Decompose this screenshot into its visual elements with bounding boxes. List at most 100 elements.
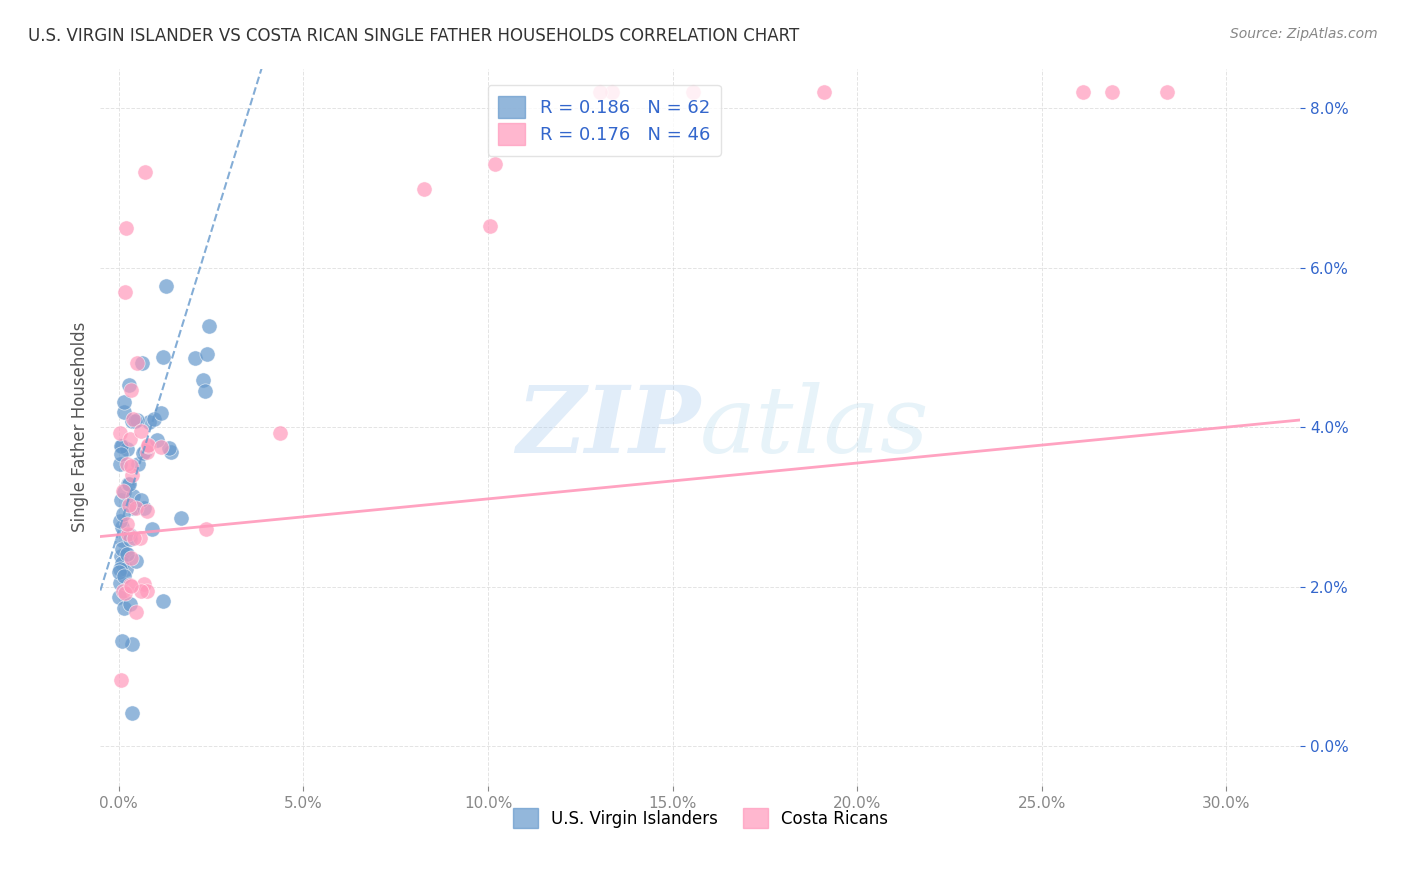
Point [195, 523, 218, 537]
Point [110, 447, 132, 461]
Point [115, 442, 138, 457]
Point [117, 517, 139, 532]
Point [108, 457, 131, 471]
Point [1101, 86, 1123, 100]
Point [121, 468, 143, 483]
Point [682, 86, 704, 100]
Point [124, 605, 146, 619]
Point [813, 86, 835, 100]
Text: ZIP: ZIP [516, 382, 700, 472]
Point [121, 501, 143, 516]
Text: U.S. VIRGIN ISLANDER VS COSTA RICAN SINGLE FATHER HOUSEHOLDS CORRELATION CHART: U.S. VIRGIN ISLANDER VS COSTA RICAN SING… [28, 27, 800, 45]
Point [110, 549, 132, 564]
Point [120, 579, 142, 593]
Point [183, 351, 205, 365]
Point [170, 511, 193, 525]
Point [136, 445, 159, 459]
Point [138, 438, 160, 452]
Point [125, 413, 148, 427]
Point [110, 542, 132, 557]
Point [589, 86, 612, 100]
Point [484, 157, 506, 171]
Point [115, 457, 138, 471]
Point [112, 507, 135, 521]
Point [121, 414, 143, 428]
Point [124, 414, 146, 428]
Point [157, 442, 180, 456]
Point [159, 444, 181, 458]
Point [110, 562, 132, 576]
Point [121, 637, 143, 651]
Point [118, 499, 141, 513]
Point [112, 601, 135, 615]
Point [122, 531, 145, 545]
Point [120, 551, 142, 566]
Point [114, 586, 136, 600]
Point [114, 285, 136, 299]
Point [194, 384, 217, 398]
Point [120, 383, 142, 397]
Point [269, 425, 291, 440]
Point [117, 476, 139, 491]
Point [112, 583, 135, 598]
Point [112, 568, 135, 582]
Point [117, 547, 139, 561]
Point [121, 706, 143, 720]
Point [112, 405, 135, 419]
Point [195, 347, 218, 361]
Point [118, 377, 141, 392]
Point [112, 484, 135, 499]
Legend: U.S. Virgin Islanders, Costa Ricans: U.S. Virgin Islanders, Costa Ricans [506, 801, 894, 835]
Point [118, 597, 141, 611]
Point [1156, 86, 1178, 100]
Point [111, 533, 134, 547]
Point [136, 438, 159, 452]
Point [108, 576, 131, 591]
Point [128, 531, 150, 545]
Point [131, 355, 153, 369]
Point [127, 458, 149, 472]
Point [129, 584, 152, 599]
Text: Source: ZipAtlas.com: Source: ZipAtlas.com [1230, 27, 1378, 41]
Point [114, 561, 136, 575]
Point [193, 373, 215, 387]
Point [138, 416, 160, 430]
Point [108, 565, 131, 579]
Point [600, 86, 623, 100]
Point [120, 532, 142, 546]
Point [120, 458, 142, 473]
Point [155, 278, 177, 293]
Point [111, 634, 134, 648]
Point [198, 319, 221, 334]
Point [112, 484, 135, 499]
Point [141, 522, 163, 536]
Point [412, 181, 434, 195]
Point [111, 520, 134, 534]
Point [1071, 86, 1094, 100]
Point [117, 527, 139, 541]
Point [110, 492, 132, 507]
Point [136, 504, 159, 518]
Point [132, 446, 155, 460]
Point [110, 673, 132, 687]
Point [108, 426, 131, 441]
Point [121, 489, 143, 503]
Point [136, 583, 159, 598]
Point [115, 221, 138, 235]
Point [129, 492, 152, 507]
Point [143, 411, 166, 425]
Point [479, 219, 502, 233]
Point [122, 412, 145, 426]
Y-axis label: Single Father Households: Single Father Households [72, 322, 89, 533]
Point [118, 432, 141, 446]
Point [118, 578, 141, 592]
Point [114, 547, 136, 561]
Point [152, 351, 174, 365]
Point [125, 356, 148, 370]
Text: atlas: atlas [700, 382, 929, 472]
Point [152, 594, 174, 608]
Point [118, 528, 141, 542]
Point [150, 406, 173, 420]
Point [125, 554, 148, 568]
Point [110, 439, 132, 453]
